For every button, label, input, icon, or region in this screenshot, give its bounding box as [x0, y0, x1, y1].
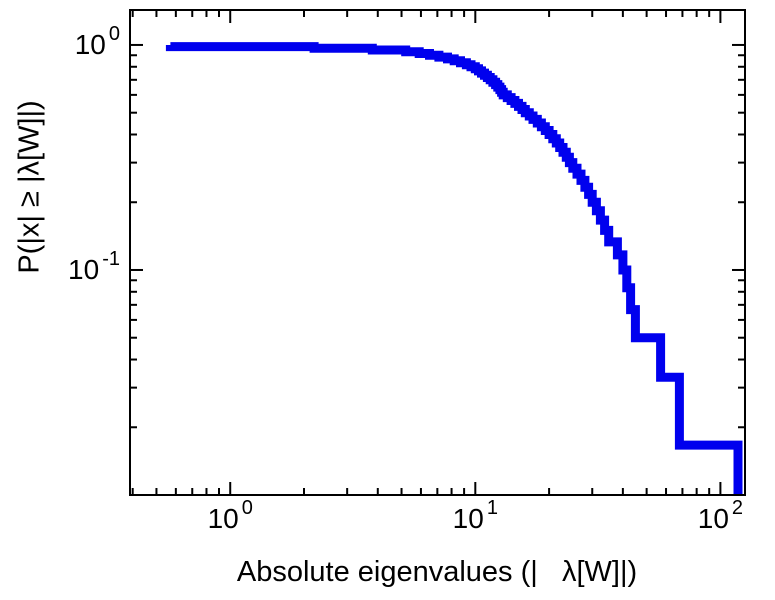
- tick-mantissa: 10: [74, 28, 106, 60]
- ccdf-step-line: [165, 42, 743, 495]
- tick-exponent: 1: [486, 497, 498, 519]
- tick-mantissa: 10: [207, 503, 239, 534]
- plot-frame: [129, 9, 746, 496]
- x-tick-label: 10 2: [697, 498, 743, 534]
- tick-exponent: 0: [241, 497, 253, 519]
- x-axis-label: Absolute eigenvalues (| λ[W]|): [236, 556, 638, 588]
- x-tick-label: 10 1: [452, 498, 498, 534]
- tick-exponent: 0: [108, 22, 120, 45]
- y-axis-label: P(|x| ≥ |λ[W]|): [13, 100, 46, 274]
- y-tick-label: 10 -1: [68, 249, 120, 285]
- y-tick-label: 10 0: [74, 24, 120, 60]
- tick-mantissa: 10: [68, 253, 100, 285]
- tick-exponent: 2: [731, 497, 744, 519]
- x-tick-label: 10 0: [207, 498, 253, 534]
- tick-exponent: -1: [102, 247, 120, 270]
- tick-mantissa: 10: [697, 503, 729, 534]
- tick-mantissa: 10: [452, 503, 484, 534]
